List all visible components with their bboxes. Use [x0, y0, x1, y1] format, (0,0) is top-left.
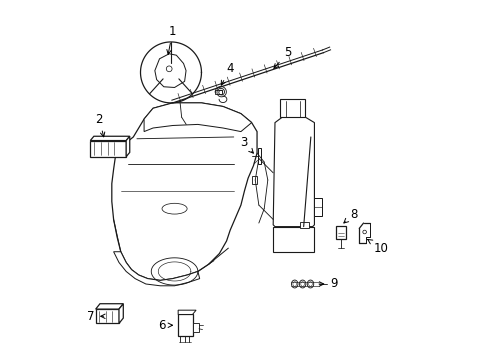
Polygon shape [96, 304, 123, 309]
FancyBboxPatch shape [215, 90, 222, 94]
FancyBboxPatch shape [251, 176, 257, 184]
Polygon shape [155, 54, 185, 87]
Text: 10: 10 [367, 239, 387, 255]
Ellipse shape [291, 280, 297, 288]
Ellipse shape [306, 280, 313, 288]
Text: 6: 6 [158, 319, 172, 332]
Polygon shape [273, 117, 314, 226]
Polygon shape [112, 103, 257, 280]
Polygon shape [90, 136, 129, 140]
Polygon shape [144, 103, 251, 132]
Text: 7: 7 [86, 310, 105, 323]
Polygon shape [280, 99, 305, 117]
Polygon shape [119, 304, 123, 323]
Polygon shape [90, 140, 126, 157]
FancyBboxPatch shape [335, 226, 346, 239]
Text: 5: 5 [273, 46, 291, 68]
Polygon shape [300, 222, 308, 228]
FancyBboxPatch shape [192, 323, 199, 332]
Text: 9: 9 [318, 278, 337, 291]
FancyBboxPatch shape [314, 198, 322, 216]
Text: 1: 1 [166, 25, 176, 54]
Text: 3: 3 [239, 136, 253, 153]
Text: 2: 2 [95, 113, 104, 137]
Ellipse shape [299, 280, 305, 288]
Text: 4: 4 [221, 62, 233, 85]
Polygon shape [273, 226, 314, 252]
Polygon shape [178, 310, 196, 315]
Polygon shape [96, 309, 119, 323]
Polygon shape [113, 252, 199, 286]
Polygon shape [178, 315, 192, 336]
Polygon shape [126, 136, 129, 157]
Text: 8: 8 [343, 208, 357, 223]
